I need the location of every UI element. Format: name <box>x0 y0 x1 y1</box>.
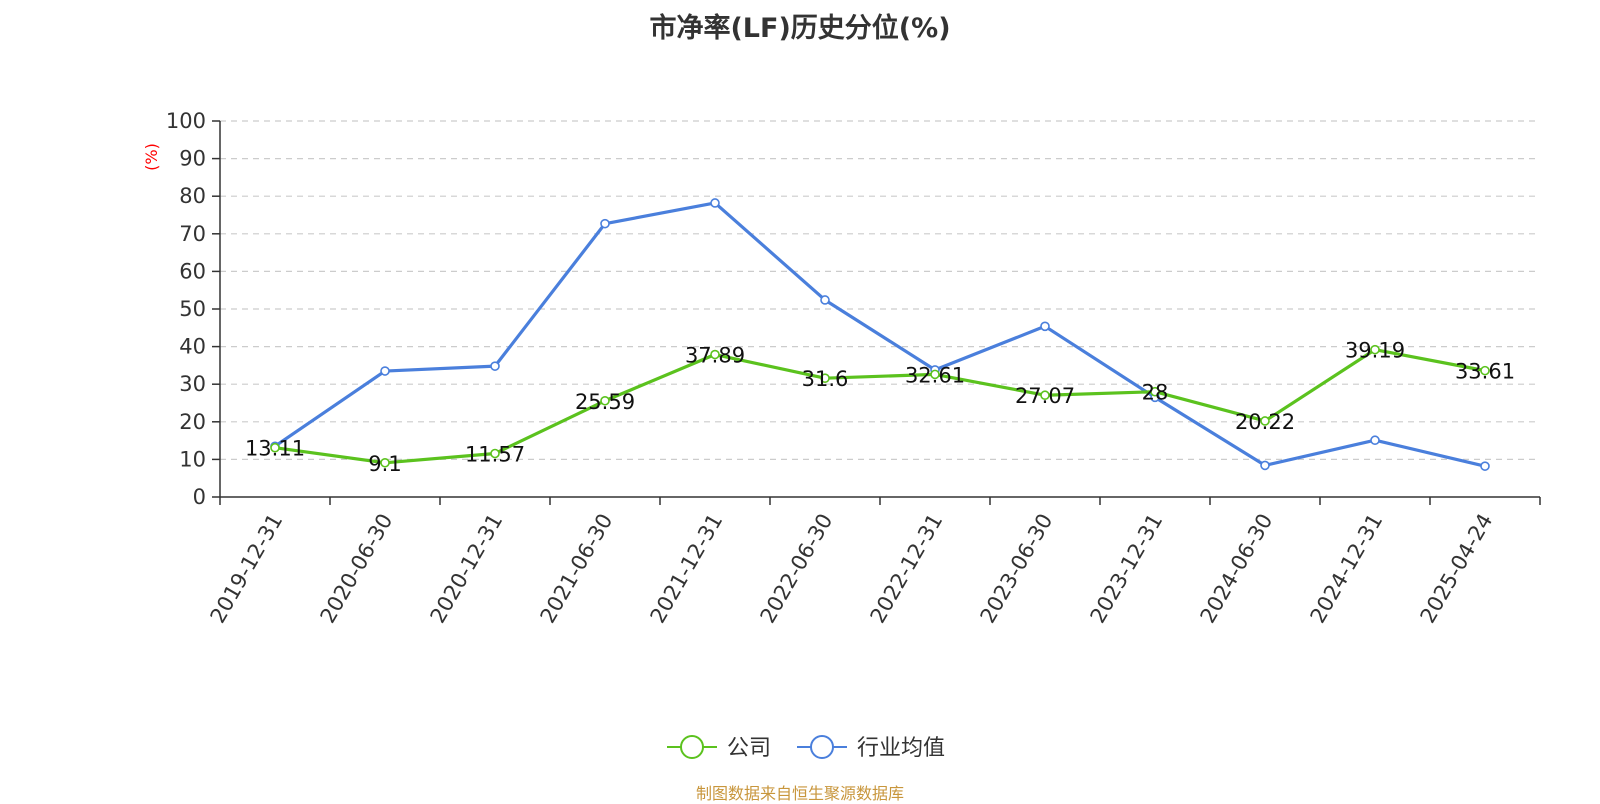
data-point <box>490 448 500 459</box>
data-point <box>1150 386 1160 397</box>
data-label: 37.89 <box>685 344 745 368</box>
y-tick-label: 100 <box>166 109 206 133</box>
data-point <box>1260 460 1270 471</box>
data-label: 27.07 <box>1015 384 1075 408</box>
y-tick-label: 90 <box>179 147 206 171</box>
series-line-1 <box>274 201 1486 468</box>
data-point <box>600 218 610 229</box>
line-chart: 0 10 20 30 40 50 60 70 80 90 100 (%) 2019-12-31 2020-… <box>142 109 1541 761</box>
data-point <box>820 373 830 383</box>
data-label: 39.19 <box>1345 339 1405 363</box>
legend-marker <box>810 735 834 759</box>
data-label: 33.61 <box>1455 360 1515 384</box>
chart-title: 市净率(LF)历史分位(%) <box>649 13 951 44</box>
legend[interactable]: 公司 行业均值 <box>667 735 945 761</box>
y-tick-label: 0 <box>193 485 206 509</box>
data-point <box>1040 390 1050 401</box>
data-label: 13.11 <box>245 437 305 461</box>
y-tick-label: 70 <box>179 222 206 246</box>
data-label: 20.22 <box>1235 410 1295 434</box>
data-point <box>1480 461 1490 471</box>
data-point <box>1260 416 1270 426</box>
data-label: 32.61 <box>905 363 965 387</box>
y-tick-label: 40 <box>179 335 206 359</box>
legend-item-1[interactable]: 行业均值 <box>797 735 945 761</box>
data-point <box>1370 344 1380 355</box>
y-tick-label: 30 <box>179 372 206 396</box>
data-label: 11.57 <box>465 442 525 466</box>
series-line-0 <box>274 348 1486 465</box>
data-label: 25.59 <box>575 390 635 414</box>
x-tick-label: 2023-12-31 <box>1086 510 1168 628</box>
x-tick-label: 2021-12-31 <box>646 510 728 628</box>
y-axis-unit: (%) <box>142 143 161 171</box>
data-point <box>600 395 610 406</box>
legend-label: 公司 <box>727 736 771 761</box>
data-point <box>490 361 500 371</box>
series-layer <box>270 198 1490 471</box>
x-tick-label: 2022-06-30 <box>756 510 838 628</box>
data-point <box>1480 365 1490 376</box>
x-tick-label: 2020-12-31 <box>426 510 508 628</box>
x-tick-label: 2019-12-31 <box>206 510 288 628</box>
x-tick-label: 2021-06-30 <box>536 510 618 628</box>
x-tick-label: 2024-06-30 <box>1196 510 1278 628</box>
y-tick-label: 10 <box>179 447 206 471</box>
data-label: 31.6 <box>802 367 849 391</box>
label-layer: 13.11 9.1 11.57 25.59 37.89 31.6 32.61 27.07 28 2… <box>245 339 1515 476</box>
x-tick-label: 2023-06-30 <box>976 510 1058 628</box>
x-tick-label: 2025-04-24 <box>1416 510 1498 628</box>
data-point <box>1040 321 1050 332</box>
legend-label: 行业均值 <box>857 736 945 761</box>
data-label: 9.1 <box>368 452 401 476</box>
y-tick-label: 60 <box>179 259 206 283</box>
y-tick-label: 20 <box>179 410 206 434</box>
grid-layer <box>220 120 1540 460</box>
data-point <box>930 369 940 380</box>
data-source-note: 制图数据来自恒生聚源数据库 <box>695 784 904 803</box>
x-tick-label: 2020-06-30 <box>316 510 398 628</box>
legend-item-0[interactable]: 公司 <box>667 735 771 761</box>
data-point <box>710 349 720 360</box>
data-point <box>1370 435 1380 446</box>
data-point <box>820 295 830 305</box>
data-point <box>380 366 390 376</box>
x-tick-label: 2022-12-31 <box>866 510 948 628</box>
data-label: 28 <box>1142 381 1169 405</box>
data-point <box>270 442 280 453</box>
y-tick-label: 80 <box>179 184 206 208</box>
legend-marker <box>680 735 704 759</box>
data-point <box>710 198 720 208</box>
data-point <box>380 457 390 468</box>
x-tick-label: 2024-12-31 <box>1306 510 1388 628</box>
y-tick-label: 50 <box>179 297 206 321</box>
